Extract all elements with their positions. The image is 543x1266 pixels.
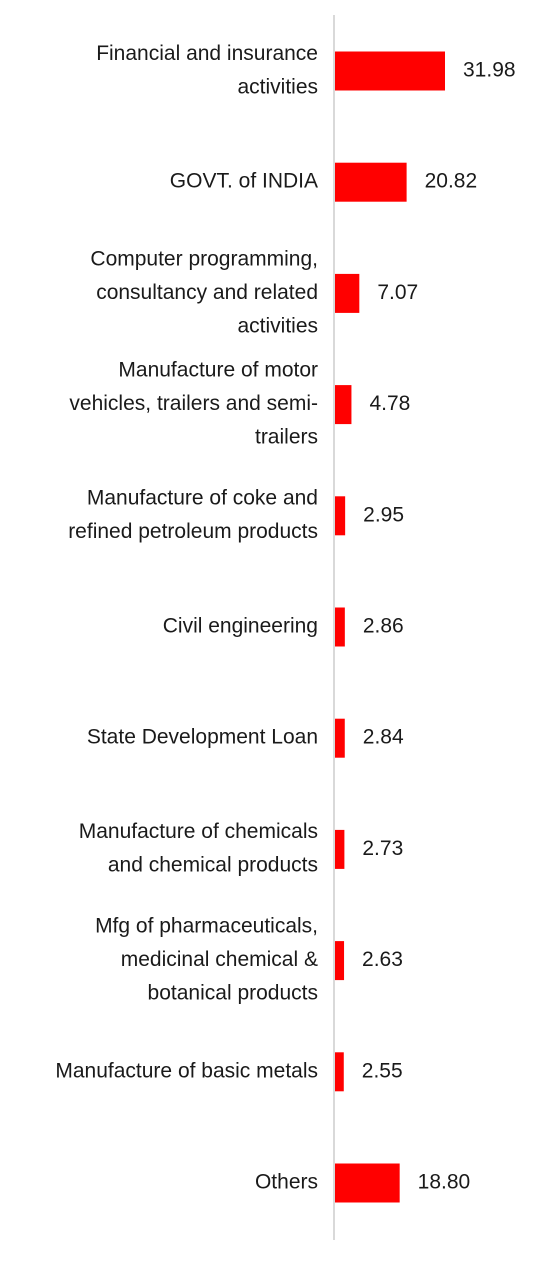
category-label: Manufacture of motor vehicles, trailers a…	[69, 359, 318, 449]
category-label: Manufacture of coke and refined petroleum…	[68, 487, 318, 544]
category-label-line: vehicles, trailers and semi-	[69, 392, 318, 415]
category-label: State Development Loan	[87, 726, 318, 749]
category-label-line: Computer programming,	[90, 247, 318, 270]
category-label: Civil engineering	[163, 615, 318, 638]
bar	[335, 607, 345, 647]
bar	[335, 385, 352, 425]
value-label: 18.80	[418, 1171, 471, 1194]
value-label: 2.55	[362, 1059, 403, 1082]
bar	[335, 51, 445, 91]
category-label: Manufacture of chemicals and chemical pro…	[79, 820, 318, 877]
category-label-line: Manufacture of motor	[118, 359, 318, 382]
value-label: 2.86	[363, 615, 404, 638]
bar	[335, 162, 407, 202]
category-label-line: activities	[237, 75, 318, 98]
value-label: 20.82	[425, 170, 478, 193]
category-label-line: Others	[255, 1171, 318, 1194]
category-label-line: Financial and insurance	[96, 42, 318, 65]
category-label-line: refined petroleum products	[68, 520, 318, 543]
category-labels-layer: Financial and insurance activities GOVT. o…	[55, 42, 318, 1194]
category-label-line: Mfg of pharmaceuticals,	[95, 915, 318, 938]
value-label: 2.73	[362, 837, 403, 860]
category-label-line: trailers	[255, 426, 318, 449]
category-label-line: State Development Loan	[87, 726, 318, 749]
bar	[335, 1052, 344, 1092]
category-label: Financial and insurance activities	[96, 42, 318, 99]
category-label: GOVT. of INDIA	[170, 170, 318, 193]
value-label: 2.84	[363, 726, 404, 749]
value-label: 2.63	[362, 948, 403, 971]
bar	[335, 941, 345, 981]
category-label-line: Manufacture of basic metals	[55, 1059, 318, 1082]
category-label-line: GOVT. of INDIA	[170, 170, 318, 193]
bar	[335, 273, 360, 313]
category-label-line: medicinal chemical &	[121, 948, 318, 971]
category-label: Manufacture of basic metals	[55, 1059, 318, 1082]
value-label: 4.78	[369, 392, 410, 415]
category-label: Others	[255, 1171, 318, 1194]
bar	[335, 496, 346, 536]
bar	[335, 829, 345, 869]
bar	[335, 1163, 400, 1203]
category-label: Computer programming, consultancy and rel…	[90, 247, 318, 337]
category-label-line: botanical products	[148, 982, 318, 1005]
bars-layer	[335, 51, 445, 1203]
bar	[335, 718, 345, 758]
category-label-line: Manufacture of chemicals	[79, 820, 318, 843]
value-label: 2.95	[363, 503, 404, 526]
category-label-line: activities	[237, 314, 318, 337]
value-label: 31.98	[463, 59, 516, 82]
category-label-line: Civil engineering	[163, 615, 318, 638]
category-label-line: and chemical products	[108, 854, 318, 877]
category-label-line: consultancy and related	[96, 281, 318, 304]
value-labels-layer: 31.98 20.82 7.07 4.78 2.95 2.86 2.84 2.73 2.63 2.…	[362, 59, 516, 1194]
value-label: 7.07	[377, 281, 418, 304]
category-label: Mfg of pharmaceuticals, medicinal chemica…	[95, 915, 318, 1005]
category-label-line: Manufacture of coke and	[87, 487, 318, 510]
